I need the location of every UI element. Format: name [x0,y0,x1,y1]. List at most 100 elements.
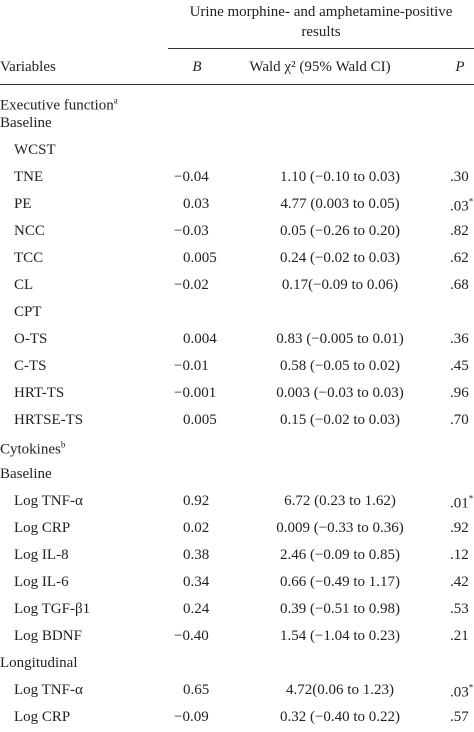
p-value: .03* [450,193,473,216]
p-text: .12 [450,547,469,563]
variable: Log TNF-α [14,682,83,698]
b-value: 0.005 [183,412,217,428]
b-value: 0.34 [183,574,210,590]
p-text: .68 [450,277,469,293]
variable: Log TGF-β1 [14,601,91,617]
wald-value: 4.72(0.06 to 1.23) [286,682,394,698]
p-value: .57 [450,708,469,726]
p-text: .82 [450,223,469,239]
subsection-title: Baseline [0,115,52,131]
b-value: −0.09 [174,709,209,725]
b-value: 0.24 [183,601,210,617]
variable: C-TS [14,358,47,374]
b-value: 0.03 [183,196,210,212]
variable: Log CRP [14,709,71,725]
group-title: CPT [14,304,42,320]
rule [168,48,474,49]
section-title: Executive functiona [0,92,118,115]
p-value: .96 [450,384,469,402]
b-value: 0.02 [183,520,210,536]
variable: CL [14,277,34,293]
group-title: Urine morphine- and amphetamine-positive… [189,4,453,40]
p-value: .62 [450,249,469,267]
p-text: .62 [450,250,469,266]
wald-value: 0.05 (−0.26 to 0.20) [279,223,401,239]
wald-value: 1.54 (−1.04 to 0.23) [279,628,401,644]
variable: NCC [14,223,45,239]
p-value: .53 [450,600,469,618]
p-value: .12 [450,546,469,564]
p-value: .36 [450,330,469,348]
significance-mark: * [468,682,474,693]
b-value: −0.03 [174,223,209,239]
b-value: −0.40 [174,628,209,644]
wald-value: 4.77 (0.003 to 0.05) [280,196,400,212]
p-text: .03 [450,684,469,701]
p-text: .92 [450,520,469,536]
p-text: .36 [450,331,469,347]
variable: Log IL-6 [14,574,69,590]
wald-value: 0.003 (−0.03 to 0.03) [276,385,404,401]
column-header: Variables [0,59,56,75]
p-value: .42 [450,573,469,591]
wald-value: 6.72 (0.23 to 1.62) [284,493,396,509]
wald-value: 2.46 (−0.09 to 0.85) [279,547,401,563]
p-text: .53 [450,601,469,617]
wald-value: 0.83 (−0.005 to 0.01) [276,331,404,347]
footnote-mark: b [60,439,66,450]
p-text: .30 [450,169,469,185]
p-text: .42 [450,574,469,590]
p-text: .21 [450,628,469,644]
b-value: −0.02 [174,277,209,293]
b-value: 0.65 [183,682,210,698]
b-value: 0.38 [183,547,210,563]
group-title: WCST [14,142,56,158]
rule [0,84,474,85]
wald-value: 0.58 (−0.05 to 0.02) [279,358,401,374]
p-text: .03 [450,198,469,215]
section-title-text: Cytokines [0,441,61,458]
wald-value: 0.24 (−0.02 to 0.03) [279,250,401,266]
variable: PE [14,196,32,212]
wald-value: 0.32 (−0.40 to 0.22) [279,709,401,725]
b-value: −0.01 [174,358,209,374]
wald-value: 0.009 (−0.33 to 0.36) [276,520,404,536]
variable: Log TNF-α [14,493,83,509]
variable: TNE [14,169,44,185]
p-value: .03* [450,679,473,702]
wald-value: 0.17(−0.09 to 0.06) [281,277,399,293]
b-value: 0.005 [183,250,217,266]
p-value: .82 [450,222,469,240]
significance-mark: * [468,493,474,504]
p-value: .45 [450,357,469,375]
subsection-title: Baseline [0,466,52,482]
wald-value: 1.10 (−0.10 to 0.03) [279,169,401,185]
section-title: Cytokinesb [0,436,65,459]
b-value: −0.04 [174,169,209,185]
wald-value: 0.66 (−0.49 to 1.17) [279,574,401,590]
variable: Log CRP [14,520,71,536]
p-text: .96 [450,385,469,401]
variable: O-TS [14,331,48,347]
variable: Log IL-8 [14,547,69,563]
p-value: .70 [450,411,469,429]
p-text: .57 [450,709,469,725]
wald-value: 0.15 (−0.02 to 0.03) [279,412,401,428]
variable: TCC [14,250,44,266]
p-value: .30 [450,168,469,186]
p-text: .70 [450,412,469,428]
variable: Log BDNF [14,628,82,644]
variable: HRT-TS [14,385,65,401]
column-header: P [455,59,465,75]
footnote-mark: a [113,95,118,106]
p-value: .68 [450,276,469,294]
b-value: 0.92 [183,493,210,509]
p-value: .92 [450,519,469,537]
significance-mark: * [468,196,474,207]
wald-value: 0.39 (−0.51 to 0.98) [279,601,401,617]
section-title-text: Executive function [0,97,114,114]
variable: HRTSE-TS [14,412,84,428]
b-value: 0.004 [183,331,217,347]
p-text: .01 [450,495,469,512]
